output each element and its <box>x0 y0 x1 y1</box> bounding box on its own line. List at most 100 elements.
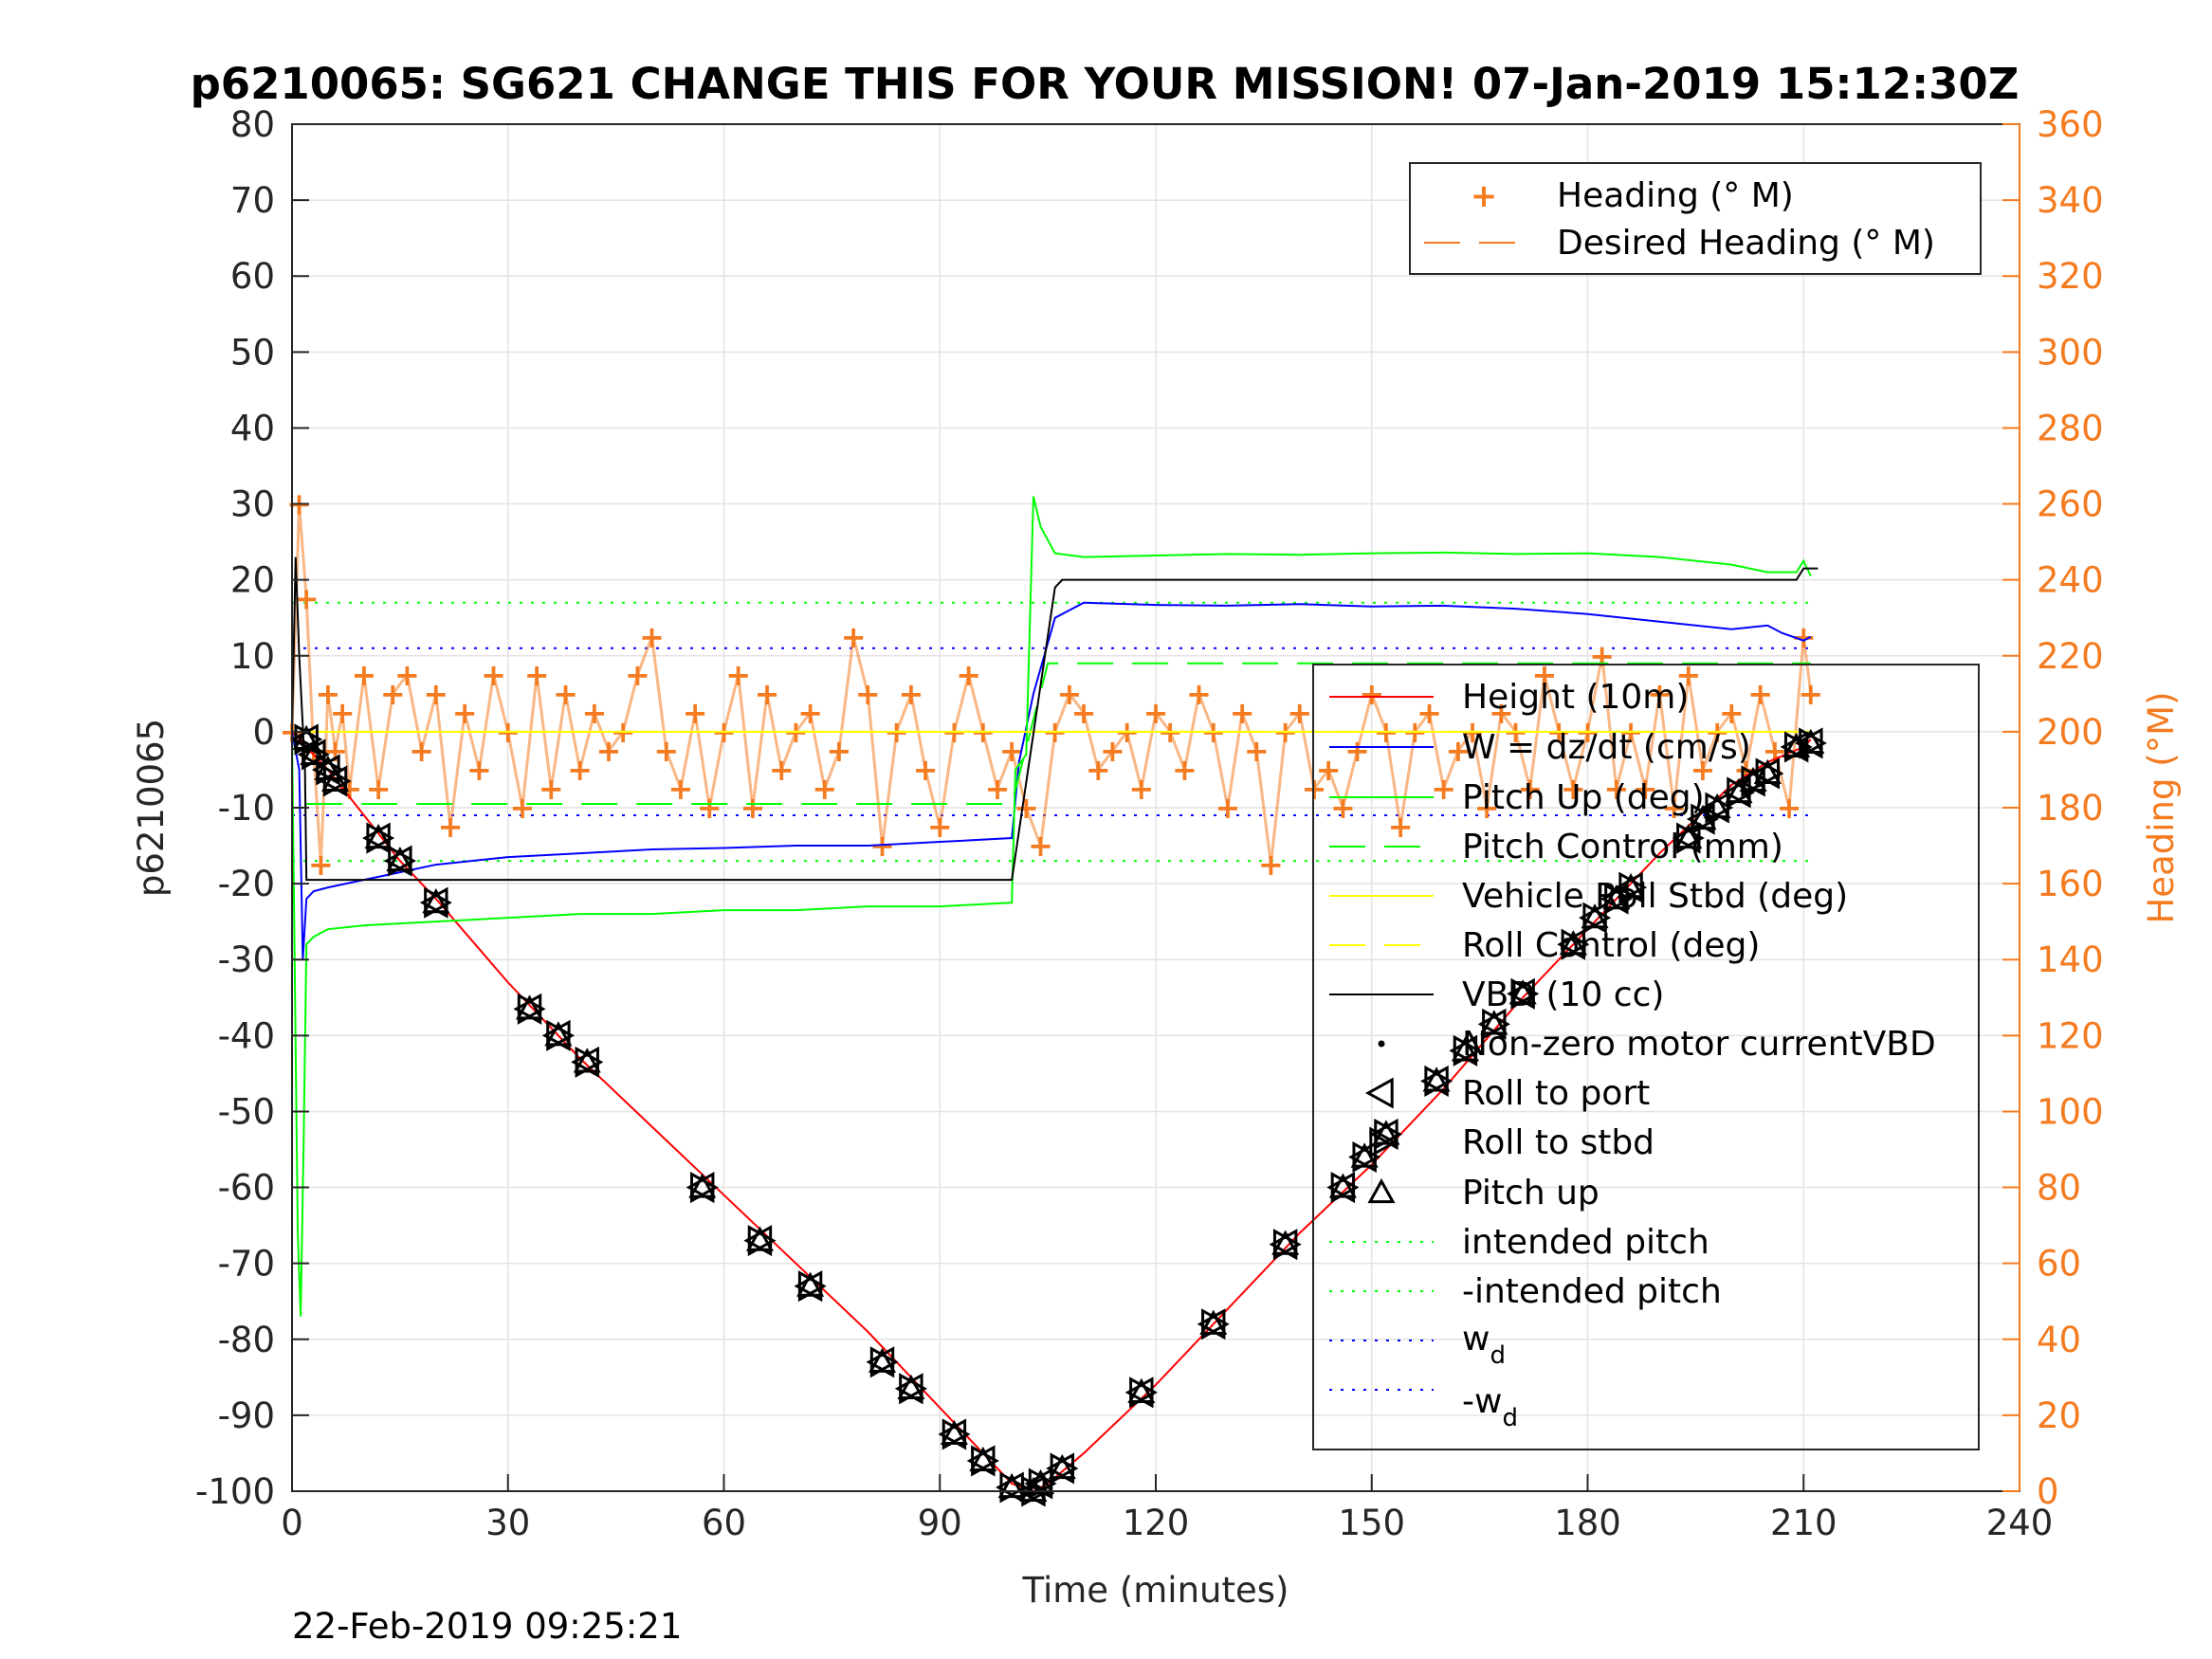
heading-point: + <box>1647 676 1673 712</box>
heading-point: + <box>1230 695 1255 731</box>
y-axis-ticks: -100-90-80-70-60-50-40-30-20-10010203040… <box>195 104 309 1512</box>
y2-tick-label: 200 <box>2037 712 2104 753</box>
legend-label-pitch-control: Pitch Control (mm) <box>1462 828 1783 866</box>
legend-roll-port-icon <box>1364 1077 1394 1109</box>
heading-point: + <box>481 657 506 693</box>
heading-point: + <box>308 847 334 883</box>
heading-point: + <box>366 771 392 807</box>
heading-point: + <box>1028 828 1053 864</box>
y-tick-label: -90 <box>218 1395 275 1436</box>
y2-tick-label: 0 <box>2037 1471 2059 1512</box>
legend-symbols <box>1329 696 1434 1391</box>
legend-label-roll-stbd-marker: Roll to stbd <box>1462 1123 1654 1162</box>
heading-point: + <box>1258 847 1284 883</box>
pitch-up-marker <box>1480 1010 1508 1035</box>
legend-roll-stbd-icon <box>1369 1126 1398 1158</box>
series-pitch-up-deg <box>291 496 1812 1317</box>
heading-series: ++++++++++++++++++++++++++++++++++++++++… <box>280 486 1824 884</box>
pitch-up-marker <box>1674 823 1703 849</box>
heading-legend-label-desired: Desired Heading (° M) <box>1557 224 1935 263</box>
heading-point: + <box>1302 771 1327 807</box>
heading-point: + <box>553 676 578 712</box>
heading-point: + <box>769 752 795 788</box>
legend-label-wd-sub: d <box>1490 1341 1506 1370</box>
legend-label-pitch-up-marker: Pitch up <box>1462 1174 1600 1212</box>
heading-legend: + Heading (° M) Desired Heading (° M) <box>1409 162 1982 275</box>
heading-point: + <box>956 657 981 693</box>
legend-label-neg-intended-pitch: -intended pitch <box>1462 1272 1722 1311</box>
pitch-up-marker <box>422 888 450 914</box>
heading-point: + <box>1445 733 1471 769</box>
pitch-up-marker <box>796 1271 825 1297</box>
x-tick-label: 120 <box>1123 1503 1190 1543</box>
x-axis-label: Time (minutes) <box>1022 1570 1289 1611</box>
pitch-up-marker <box>1048 1453 1076 1480</box>
heading-point: + <box>697 790 722 826</box>
x-tick-label: 60 <box>702 1503 746 1543</box>
y-tick-label: -30 <box>218 939 275 980</box>
heading-point: + <box>1719 695 1745 731</box>
heading-point: + <box>1330 790 1356 826</box>
pitch-up-marker <box>1797 728 1825 755</box>
series-pitch-control-mm <box>306 662 1811 805</box>
heading-point: + <box>740 790 765 826</box>
x-tick-label: 0 <box>281 1503 303 1543</box>
heading-point: + <box>1316 752 1342 788</box>
pitch-up-marker <box>868 1347 897 1373</box>
y-tick-label: -50 <box>218 1091 275 1132</box>
pitch-up-marker <box>997 1472 1026 1499</box>
pitch-up-marker <box>292 724 320 750</box>
heading-legend-marker-plus: + <box>1471 177 1498 215</box>
y-tick-label: -70 <box>218 1244 275 1285</box>
y2-tick-label: 60 <box>2037 1244 2081 1285</box>
heading-point: + <box>797 695 823 731</box>
pitch-up-marker <box>544 1021 573 1047</box>
y2-tick-label: 120 <box>2037 1015 2104 1056</box>
pitch-up-marker <box>745 1226 775 1251</box>
x-tick-label: 90 <box>918 1503 962 1543</box>
y2-tick-label: 80 <box>2037 1168 2081 1209</box>
heading-point: + <box>409 733 434 769</box>
legend-label-intended-pitch: intended pitch <box>1462 1223 1709 1262</box>
pitch-up-marker <box>1199 1309 1228 1335</box>
heading-point: + <box>653 733 679 769</box>
y2-tick-label: 140 <box>2037 939 2104 980</box>
pitch-up-marker <box>1581 903 1609 929</box>
legend-dot-motor-current <box>1378 1040 1385 1048</box>
y-tick-label: 50 <box>230 332 275 373</box>
main-legend-box <box>1312 664 1980 1450</box>
y-tick-label: -20 <box>218 864 275 904</box>
pitch-up-marker <box>364 823 393 849</box>
y-tick-label: 40 <box>230 408 275 448</box>
series-vbd-10-cc <box>291 556 1819 882</box>
legend-label-roll-stbd: Vehicle Roll Stbd (deg) <box>1462 877 1848 916</box>
heading-point: + <box>927 809 953 845</box>
y-tick-label: 60 <box>230 256 275 297</box>
heading-point: + <box>539 771 564 807</box>
heading-point: + <box>330 695 356 731</box>
pitch-up-marker <box>1127 1377 1156 1403</box>
y2-tick-label: 280 <box>2037 408 2104 448</box>
heading-point: + <box>581 695 607 731</box>
legend-label-wd-main: w <box>1462 1320 1490 1358</box>
legend-label-neg-wd-main: -w <box>1462 1382 1502 1421</box>
heading-point: + <box>1287 695 1312 731</box>
heading-point: + <box>1603 771 1629 807</box>
heading-point: + <box>668 771 694 807</box>
y2-tick-label: 40 <box>2037 1320 2081 1360</box>
heading-point: + <box>567 752 593 788</box>
heading-point: + <box>423 676 448 712</box>
footer-timestamp: 22-Feb-2019 09:25:21 <box>292 1606 682 1647</box>
pitch-up-marker <box>1328 1173 1357 1198</box>
y2-axis-ticks: 0 20 40 60 80 100 120 140 160 180 200 220 240 260 280 3… <box>2002 104 2104 1512</box>
heading-point: + <box>1186 676 1212 712</box>
heading-point: + <box>1633 771 1658 807</box>
legend-label-w: W = dz/dt (cm/s) <box>1462 728 1751 767</box>
heading-point: + <box>1747 676 1773 712</box>
legend-label-height: Height (10m) <box>1462 678 1689 717</box>
y-tick-label: 70 <box>230 180 275 221</box>
heading-point: + <box>1056 676 1082 712</box>
x-tick-label: 150 <box>1338 1503 1405 1543</box>
heading-point: + <box>1691 752 1716 788</box>
pitch-up-marker <box>1753 758 1782 785</box>
